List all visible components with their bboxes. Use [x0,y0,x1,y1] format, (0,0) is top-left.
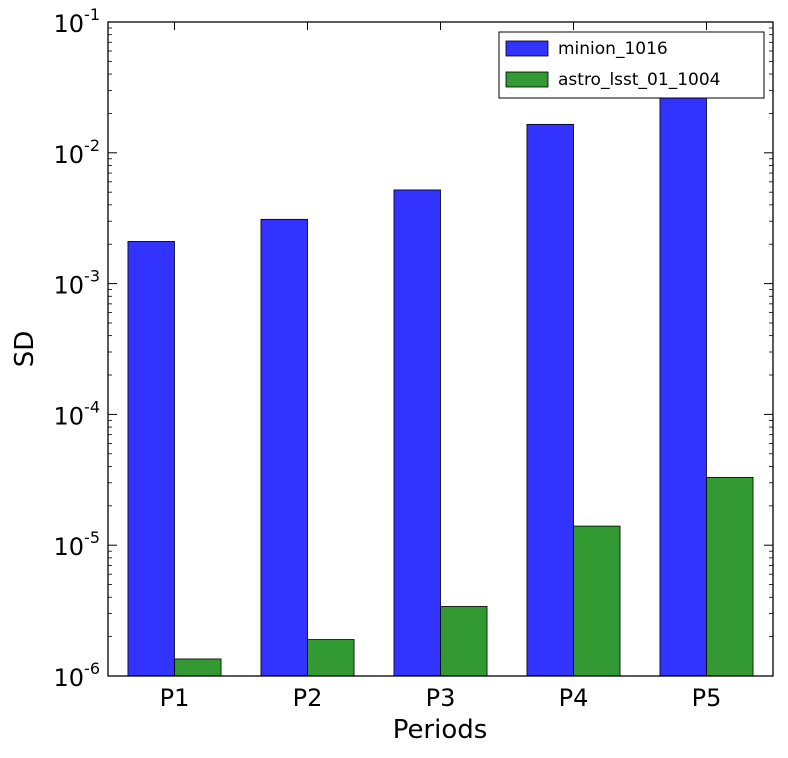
x-tick-label-P3: P3 [426,684,456,712]
x-tick-label-P1: P1 [160,684,190,712]
bars [127,93,754,677]
y-tick-label: 10-3 [54,267,101,300]
y-tick-label: 10-6 [54,659,101,692]
bar-astro_lsst_01_1004-P2 [307,639,355,677]
bar-astro_lsst_01_1004-P1 [174,658,222,677]
y-tick-labels: 10-6 10-5 10-4 10-3 10-2 10-1 [54,5,101,692]
y-axis-title: SD [10,331,40,368]
legend-label-astro: astro_lsst_01_1004 [558,70,720,90]
y-tick-label: 10-1 [54,5,101,38]
legend-swatch-astro [505,71,549,88]
bar-minion_1016-P2 [260,218,308,677]
bar-minion_1016-P1 [127,241,175,677]
x-tick-label-P2: P2 [293,684,323,712]
bar-minion_1016-P3 [393,189,441,677]
y-tick-label: 10-5 [54,528,101,561]
legend-label-minion: minion_1016 [558,39,668,59]
x-tick-label-P4: P4 [559,684,589,712]
bar-minion_1016-P4 [526,123,574,677]
x-tick-labels: P1 P2 P3 P4 P5 [160,684,722,712]
bar-astro_lsst_01_1004-P4 [573,525,621,677]
x-axis-title: Periods [393,715,488,745]
y-tick-label: 10-4 [54,397,101,430]
y-tick-label: 10-2 [54,136,101,169]
bar-minion_1016-P5 [659,93,707,677]
bar-astro_lsst_01_1004-P5 [706,476,754,677]
minor-ticks [108,27,773,638]
bar-astro_lsst_01_1004-P3 [440,606,488,677]
legend: minion_1016 astro_lsst_01_1004 [498,31,765,99]
major-ticks [108,21,773,677]
x-tick-label-P5: P5 [692,684,722,712]
legend-swatch-minion [505,40,549,57]
